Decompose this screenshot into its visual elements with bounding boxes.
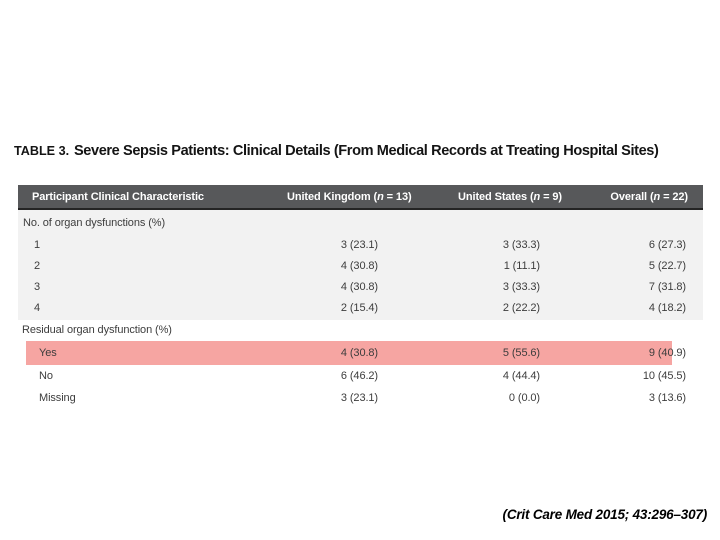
row-label: Missing: [39, 392, 76, 404]
value-overall: 3 (13.6): [648, 392, 686, 404]
value-overall: 10 (45.5): [642, 370, 686, 382]
col-header-overall-pre: Overall (: [610, 190, 654, 203]
section-residual-dysfunction: Residual organ dysfunction (%) Yes 4 (30…: [18, 320, 703, 409]
table-title-text: Severe Sepsis Patients: Clinical Details…: [73, 142, 659, 159]
row-label: Yes: [39, 347, 57, 359]
table-row-dysfunctions-3: 3 4 (30.8) 3 (33.3) 7 (31.8): [18, 276, 703, 297]
value-uk: 6 (46.2): [340, 370, 378, 382]
row-label: 3: [34, 280, 41, 293]
value-uk: 4 (30.8): [340, 347, 378, 359]
value-us: 3 (33.3): [502, 238, 540, 251]
col-header-uk-post: = 13): [383, 190, 412, 203]
col-header-united-kingdom: United Kingdom (n = 13): [287, 191, 426, 203]
section-organ-dysfunctions: No. of organ dysfunctions (%) 1 3 (23.1)…: [18, 210, 703, 320]
value-us: 3 (33.3): [502, 280, 540, 293]
table-row-dysfunctions-4: 4 2 (15.4) 2 (22.2) 4 (18.2): [18, 297, 703, 318]
table-row-residual-missing: Missing 3 (23.1) 0 (0.0) 3 (13.6): [18, 387, 703, 409]
value-uk: 3 (23.1): [340, 238, 378, 251]
value-uk: 3 (23.1): [340, 392, 378, 404]
value-uk: 4 (30.8): [340, 280, 378, 293]
col-header-us-post: = 9): [540, 190, 562, 203]
value-overall: 5 (22.7): [648, 259, 686, 272]
col-header-uk-n: n: [377, 190, 384, 203]
table-number-label: TABLE 3.: [14, 143, 70, 158]
value-us: 1 (11.1): [503, 259, 540, 272]
col-header-uk-pre: United Kingdom (: [287, 190, 378, 203]
section-label-organ-dysfunctions: No. of organ dysfunctions (%): [23, 217, 166, 229]
value-overall: 4 (18.2): [648, 301, 686, 314]
value-us: 0 (0.0): [508, 392, 540, 404]
row-label: 4: [34, 301, 41, 314]
row-label: 2: [34, 259, 41, 272]
table-row-dysfunctions-1: 1 3 (23.1) 3 (33.3) 6 (27.3): [18, 234, 703, 255]
journal-citation: (Crit Care Med 2015; 43:296–307): [502, 507, 708, 522]
col-header-us-pre: United States (: [458, 190, 534, 203]
col-header-overall-post: = 22): [660, 190, 688, 203]
value-overall: 6 (27.3): [648, 238, 686, 251]
table-header-row: Participant Clinical Characteristic Unit…: [18, 185, 703, 210]
col-header-characteristic: Participant Clinical Characteristic: [32, 190, 204, 203]
row-label: No: [39, 370, 53, 382]
table-title: TABLE 3. Severe Sepsis Patients: Clinical…: [14, 141, 666, 160]
col-header-united-states: United States (n = 9): [426, 191, 580, 203]
col-header-overall: Overall (n = 22): [580, 191, 703, 203]
table-row-residual-yes-highlighted: Yes 4 (30.8) 5 (55.6) 9 (40.9): [18, 341, 703, 365]
value-us: 5 (55.6): [502, 347, 540, 359]
value-overall: 9 (40.9): [648, 347, 686, 359]
section-label-residual-dysfunction: Residual organ dysfunction (%): [22, 324, 172, 336]
clinical-details-table: Participant Clinical Characteristic Unit…: [18, 185, 703, 409]
value-us: 4 (44.4): [502, 370, 540, 382]
value-uk: 2 (15.4): [340, 301, 378, 314]
value-us: 2 (22.2): [502, 301, 540, 314]
col-header-us-n: n: [533, 190, 541, 203]
table-row-residual-no: No 6 (46.2) 4 (44.4) 10 (45.5): [18, 365, 703, 387]
value-uk: 4 (30.8): [340, 259, 378, 272]
table-row-dysfunctions-2: 2 4 (30.8) 1 (11.1) 5 (22.7): [18, 255, 703, 276]
value-overall: 7 (31.8): [648, 280, 686, 293]
col-header-overall-n: n: [653, 190, 661, 203]
row-label: 1: [34, 238, 41, 251]
